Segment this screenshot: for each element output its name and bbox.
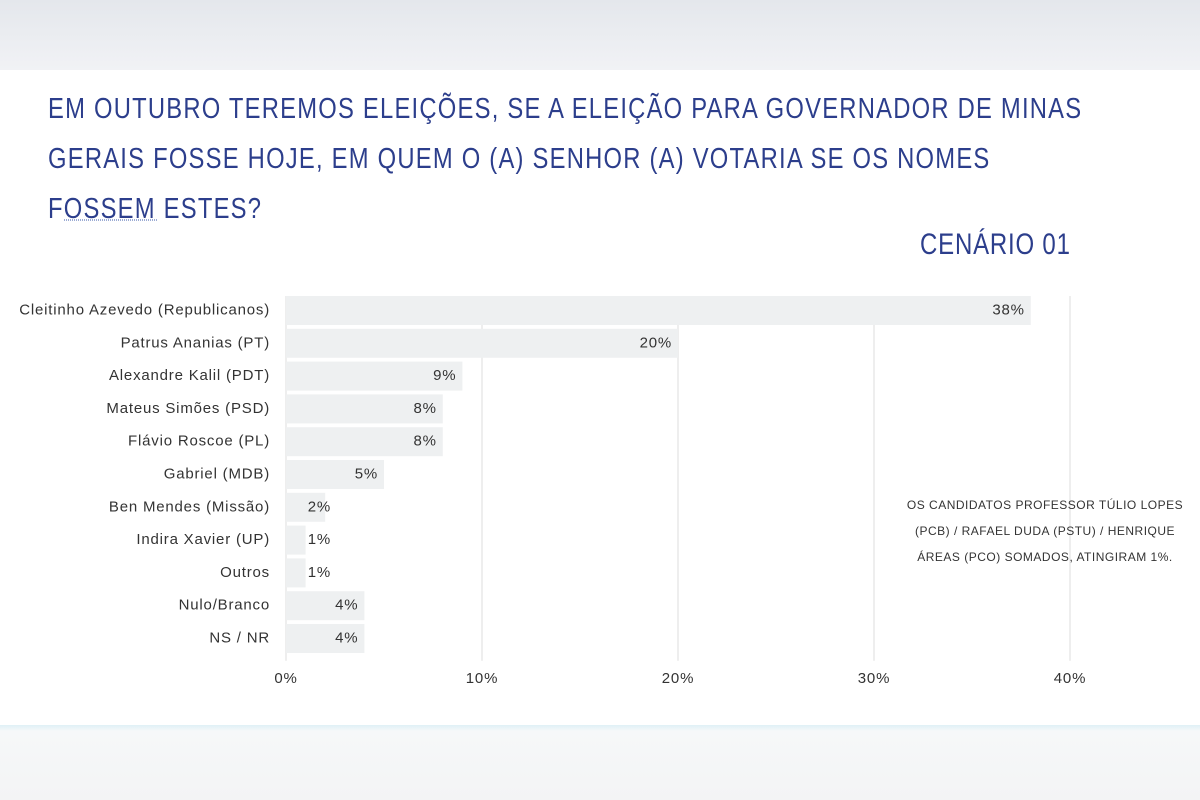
bottom-band [0,725,1200,800]
bar [286,361,463,391]
bar [286,525,306,555]
bar [286,460,384,489]
bar [286,492,326,522]
x-tick-label: 10% [466,670,498,687]
top-band [0,0,1200,70]
x-tick-label: 0% [274,670,297,687]
y-tick-label: Outros [220,564,270,581]
y-tick-label: Indira Xavier (UP) [136,531,270,548]
y-tick-label: Mateus Simões (PSD) [106,400,270,417]
annotation: OS CANDIDATOS PROFESSOR TÚLIO LOPES (PCB… [906,498,1184,564]
x-tick-label: 40% [1054,670,1086,687]
y-tick-label: Flávio Roscoe (PL) [128,433,270,450]
value-label: 1% [308,564,331,581]
bar [286,624,365,653]
value-label: 1% [308,531,331,548]
x-tick-label: 20% [662,670,694,687]
bar [286,591,365,621]
y-tick-label: Nulo/Branco [179,597,270,614]
y-tick-label: Gabriel (MDB) [164,465,270,482]
value-label: 2% [308,498,331,515]
value-label: 20% [640,334,672,351]
value-label: 8% [414,400,437,417]
bar [286,394,443,424]
value-label: 5% [355,465,378,482]
x-tick-label: 30% [858,670,890,687]
y-tick-label: Patrus Ananias (PT) [121,334,270,351]
bar [286,296,1031,325]
y-tick-label: NS / NR [209,629,270,646]
value-label: 38% [992,301,1024,318]
chart-subtitle: CENÁRIO 01 [920,228,1071,261]
value-label: 4% [335,597,358,614]
y-tick-label: Ben Mendes (Missão) [109,498,270,515]
value-label: 4% [335,629,358,646]
bar [286,328,678,358]
value-label: 9% [433,367,456,384]
y-tick-label: Alexandre Kalil (PDT) [109,367,270,384]
value-label: 8% [414,433,437,450]
bar [286,427,443,457]
y-tick-label: Cleitinho Azevedo (Republicanos) [19,301,270,318]
bar [286,558,306,588]
